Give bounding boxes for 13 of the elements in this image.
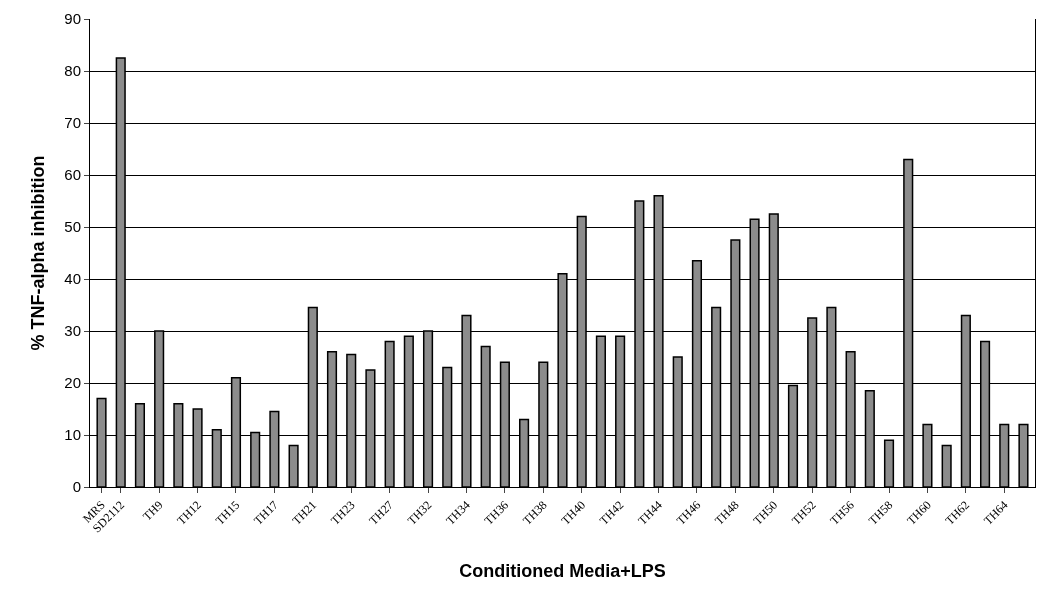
y-tick-label: 0 bbox=[72, 478, 81, 496]
y-tick-label: 70 bbox=[64, 114, 81, 132]
y-tick-label: 40 bbox=[64, 270, 81, 288]
y-tick-label: 50 bbox=[64, 218, 81, 236]
y-axis-title: % TNF-alpha inhibition bbox=[27, 155, 48, 351]
y-tick-label: 60 bbox=[64, 166, 81, 184]
y-tick-label: 10 bbox=[64, 426, 81, 444]
y-tick-label: 90 bbox=[64, 10, 81, 28]
x-tick-label: TH9 bbox=[140, 497, 166, 524]
y-tick-label: 30 bbox=[64, 322, 81, 340]
y-tick-label: 80 bbox=[64, 62, 81, 80]
x-axis-title: Conditioned Media+LPS bbox=[459, 561, 666, 582]
y-tick-label: 20 bbox=[64, 374, 81, 392]
